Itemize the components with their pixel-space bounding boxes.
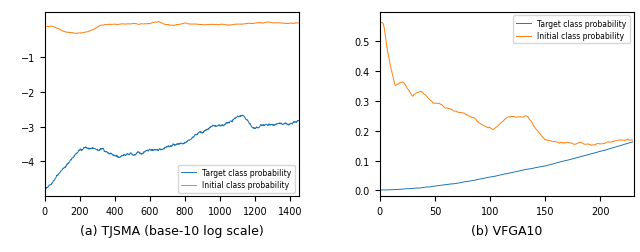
Initial class probability [582,143,590,146]
Target class probability [582,154,590,157]
Target class probability [192,134,200,137]
Initial class probability [193,23,200,26]
Initial class probability [238,23,246,26]
Initial class probability [628,139,636,142]
Initial class probability [612,140,620,143]
Initial class probability [41,26,49,29]
Line: Target class probability: Target class probability [45,116,298,189]
Initial class probability [239,23,246,26]
Line: Target class probability: Target class probability [380,142,632,190]
Initial class probability [294,22,302,25]
Target class probability [377,189,385,192]
Target class probability [209,124,217,128]
Initial class probability [155,21,163,24]
Target class probability [238,115,246,118]
Target class probability [577,155,584,159]
Target class probability [42,188,49,191]
X-axis label: (a) TJSMA (base-10 log scale): (a) TJSMA (base-10 log scale) [80,225,264,237]
Target class probability [239,114,246,117]
Initial class probability [376,22,383,25]
Initial class probability [70,33,78,36]
Initial class probability [95,25,103,28]
Target class probability [424,186,431,189]
Target class probability [95,149,103,152]
Initial class probability [577,142,584,145]
Target class probability [294,120,302,123]
Initial class probability [588,144,595,147]
Line: Initial class probability: Initial class probability [380,23,632,145]
Initial class probability [125,23,132,26]
Initial class probability [569,143,577,146]
Initial class probability [463,114,471,117]
Initial class probability [210,24,218,27]
Target class probability [125,153,132,156]
Legend: Target class probability, Initial class probability: Target class probability, Initial class … [513,16,630,44]
Target class probability [376,189,383,192]
X-axis label: (b) VFGA10: (b) VFGA10 [471,225,542,237]
Target class probability [41,188,49,191]
Initial class probability [424,96,431,99]
Target class probability [628,141,636,144]
Line: Initial class probability: Initial class probability [45,22,298,34]
Initial class probability [378,22,386,25]
Target class probability [239,114,247,117]
Target class probability [463,180,471,183]
Target class probability [611,146,619,149]
Legend: Target class probability, Initial class probability: Target class probability, Initial class … [178,165,295,193]
Target class probability [628,141,636,144]
